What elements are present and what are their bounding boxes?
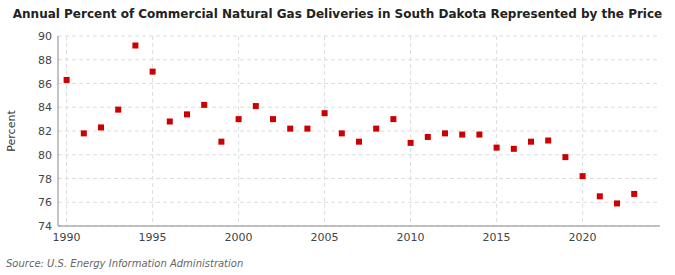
point: [545, 138, 551, 144]
y-axis-line: [58, 36, 59, 226]
point: [115, 107, 121, 113]
x-axis-line: [58, 226, 660, 227]
x-grid-line: [152, 36, 153, 226]
point: [184, 111, 190, 117]
point: [287, 126, 293, 132]
y-grid-line: [58, 154, 660, 155]
point: [580, 173, 586, 179]
point: [98, 124, 104, 130]
y-tick-label: 74: [38, 220, 52, 233]
y-grid-line: [58, 178, 660, 179]
x-grid-line: [324, 36, 325, 226]
point: [322, 110, 328, 116]
point: [390, 116, 396, 122]
point: [511, 146, 517, 152]
point: [597, 193, 603, 199]
point: [425, 134, 431, 140]
point: [304, 126, 310, 132]
point: [132, 43, 138, 49]
x-grid-line: [410, 36, 411, 226]
x-tick-label: 2015: [483, 231, 511, 244]
y-tick-label: 84: [38, 101, 52, 114]
point: [201, 102, 207, 108]
point: [218, 139, 224, 145]
x-grid-line: [582, 36, 583, 226]
y-axis-label: Percent: [5, 110, 18, 152]
point: [528, 139, 534, 145]
x-grid-line: [496, 36, 497, 226]
point: [339, 130, 345, 136]
point: [494, 145, 500, 151]
x-tick-label: 2010: [397, 231, 425, 244]
y-grid-line: [58, 107, 660, 108]
x-tick-label: 2005: [311, 231, 339, 244]
y-grid-line: [58, 59, 660, 60]
point: [150, 69, 156, 75]
point: [476, 132, 482, 138]
y-tick-label: 80: [38, 149, 52, 162]
y-tick-label: 82: [38, 125, 52, 138]
point: [253, 103, 259, 109]
title: Annual Percent of Commercial Natural Gas…: [13, 7, 662, 21]
chart: Annual Percent of Commercial Natural Gas…: [0, 0, 675, 275]
grid: [58, 36, 660, 226]
y-grid-line: [58, 83, 660, 84]
y-tick-label: 76: [38, 196, 52, 209]
x-tick-label: 1990: [53, 231, 81, 244]
point: [614, 200, 620, 206]
annotation: Source: U.S. Energy Information Administ…: [6, 258, 243, 269]
y-tick-label: 90: [38, 30, 52, 43]
y-tick-label: 86: [38, 78, 52, 91]
x-tick-label: 2000: [225, 231, 253, 244]
x-grid-line: [66, 36, 67, 226]
point: [81, 130, 87, 136]
y-grid-line: [58, 202, 660, 203]
y-tick-label: 88: [38, 54, 52, 67]
point: [64, 77, 70, 83]
point: [167, 119, 173, 125]
point: [459, 132, 465, 138]
point: [356, 139, 362, 145]
point: [373, 126, 379, 132]
point: [631, 191, 637, 197]
point: [236, 116, 242, 122]
point: [442, 130, 448, 136]
x-tick-label: 1995: [139, 231, 167, 244]
y-grid-line: [58, 131, 660, 132]
y-grid-line: [58, 36, 660, 37]
point: [408, 140, 414, 146]
points: [64, 43, 638, 207]
x-grid-line: [238, 36, 239, 226]
y-grid-line: [58, 226, 660, 227]
y-tick-label: 78: [38, 173, 52, 186]
point: [270, 116, 276, 122]
point: [562, 154, 568, 160]
x-tick-label: 2020: [569, 231, 597, 244]
